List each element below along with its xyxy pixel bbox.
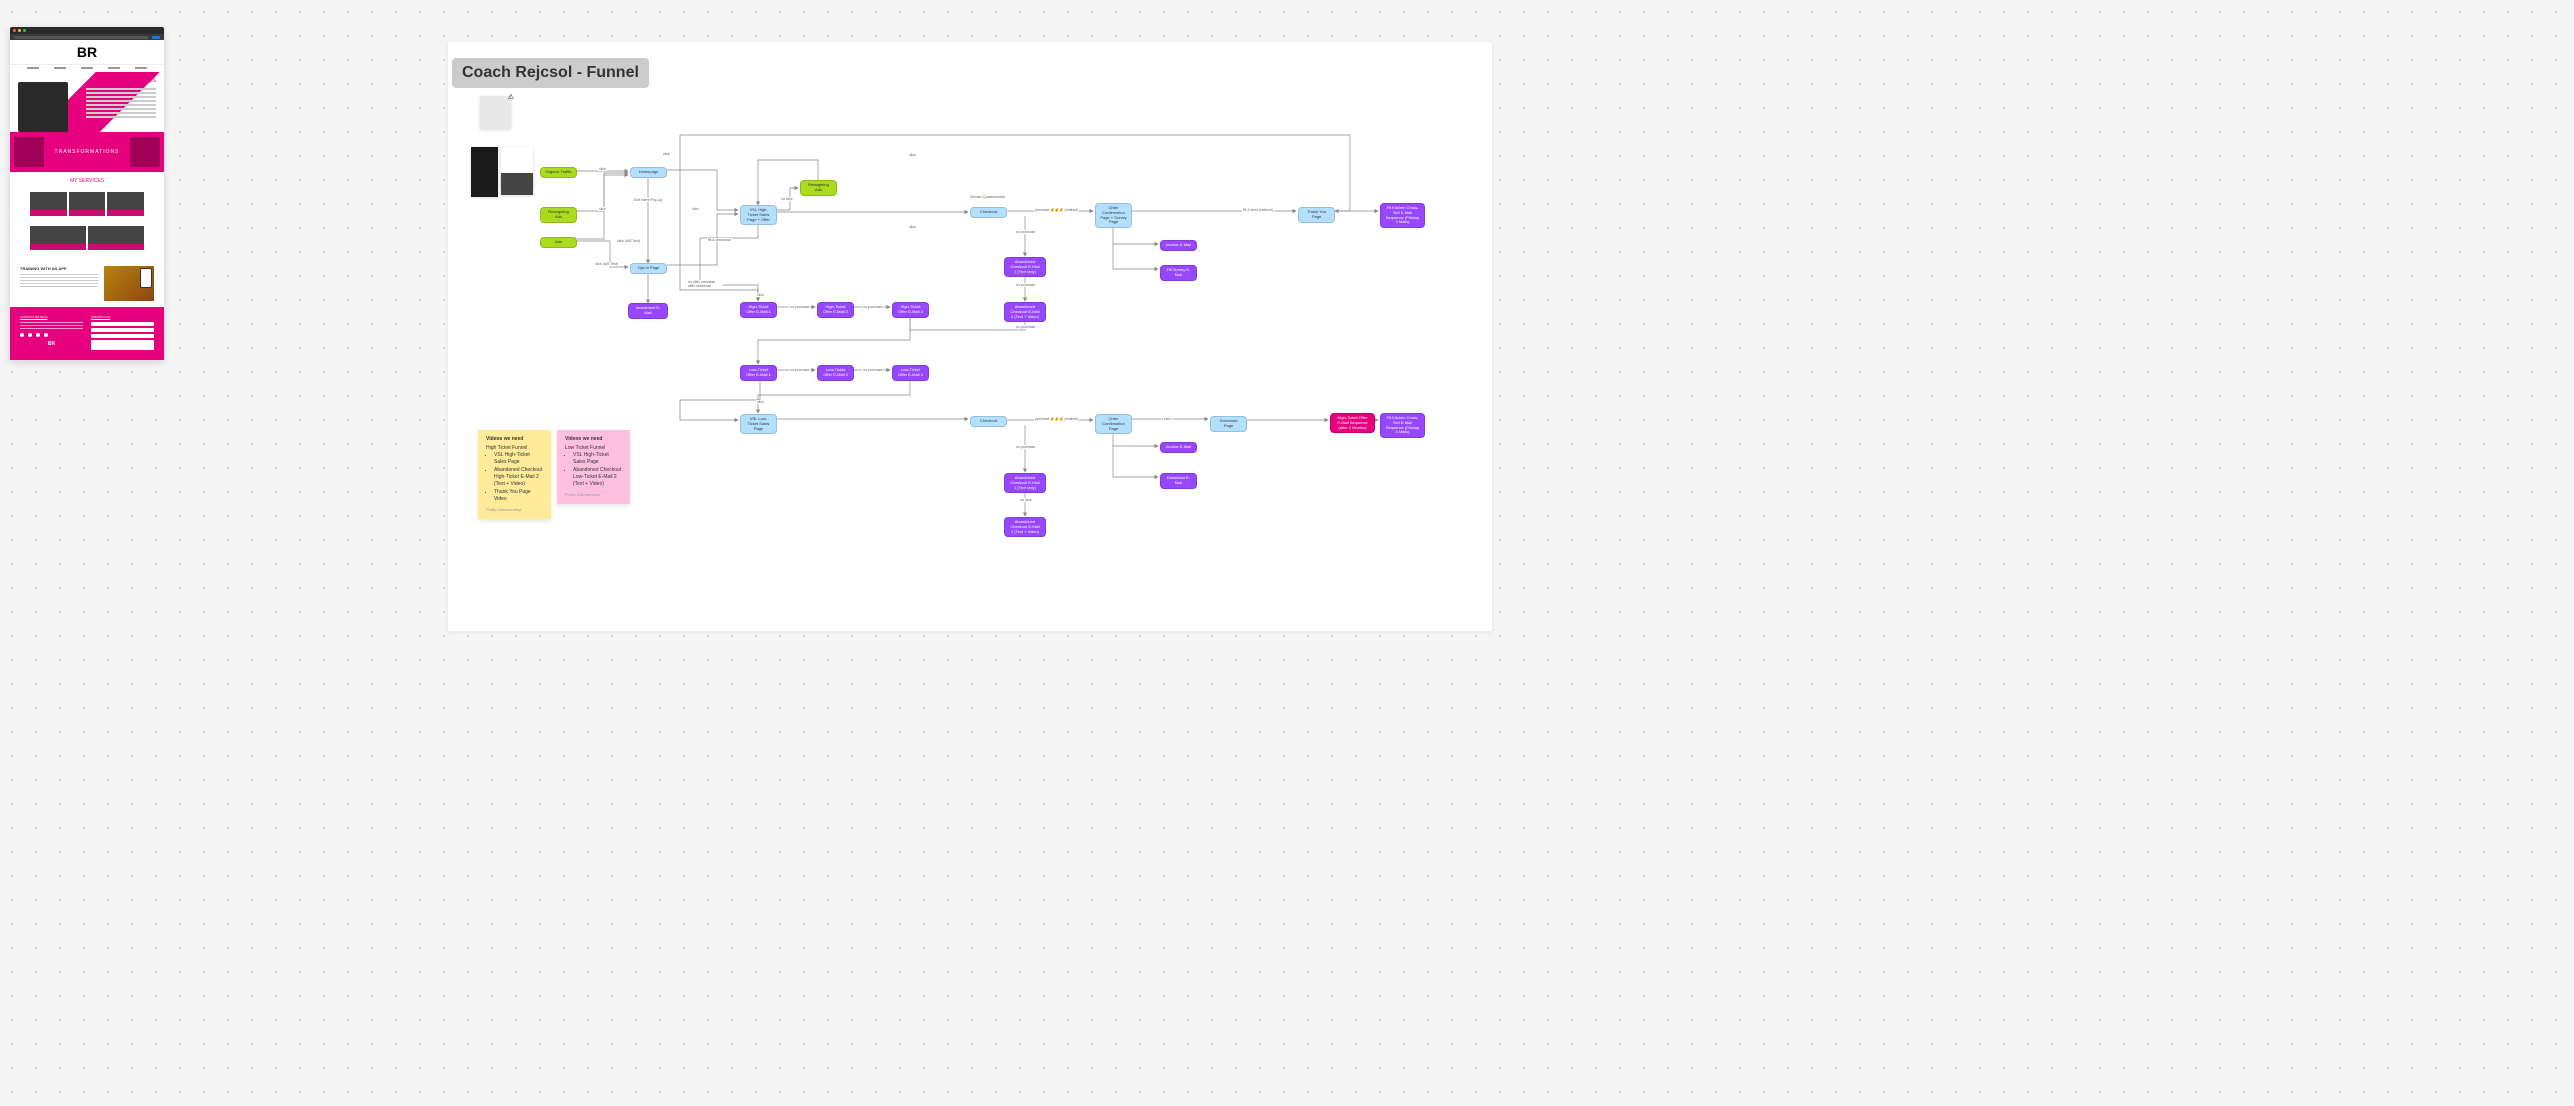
- node-ab_check3[interactable]: Abandoned Checkout E-Mail 1 (Text only): [1004, 473, 1046, 493]
- node-survey_mail[interactable]: Fill Survey E-Mail: [1160, 265, 1197, 281]
- node-checkout2[interactable]: Checkout: [970, 416, 1007, 427]
- edge-label: no purchase: [1015, 325, 1036, 329]
- node-low_mail3[interactable]: Low-Ticket Offer E-Mail 3: [892, 365, 929, 381]
- node-optin[interactable]: Opt-In Page: [630, 263, 667, 274]
- node-order_conf2[interactable]: Order Confirmation Page: [1095, 414, 1132, 434]
- node-high_mail3[interactable]: High-Ticket Offer E-Mail 3: [892, 302, 929, 318]
- edge-label: no purchase: [789, 305, 810, 309]
- sticky-list: VSL High-Ticket Sales Page Abandoned Che…: [486, 452, 543, 503]
- ref-thumb-2[interactable]: [471, 147, 498, 197]
- node-vsl_low[interactable]: VSL Low-Ticket Sales Page: [740, 414, 777, 434]
- node-retargeting_ads2[interactable]: Retargeting Ads: [800, 180, 837, 196]
- mockup-header: BR: [10, 40, 164, 64]
- sticky-author: Phillip Zakharevskyi: [565, 492, 622, 498]
- edge-label: click (A/B Test): [616, 239, 641, 243]
- node-ads[interactable]: Ads: [540, 237, 577, 248]
- sticky-subtitle: Low Ticket Funnel: [565, 445, 622, 452]
- edge-label: no purchase: [1015, 230, 1036, 234]
- node-organic_traffic[interactable]: Organic Traffic: [540, 167, 577, 178]
- mockup-app-section: TRAINING WITH AN APP: [10, 260, 164, 307]
- edge-label: click: [1163, 417, 1172, 421]
- node-retargeting_ads[interactable]: Retargeting Ads: [540, 207, 577, 223]
- edge-label: click: [908, 153, 917, 157]
- node-vsl_high[interactable]: VSL High-Ticket Sales Page + Offer: [740, 205, 777, 225]
- frame-title[interactable]: Coach Rejcsol - Funnel: [452, 58, 649, 88]
- mockup-services: MY SERVICES: [10, 172, 164, 260]
- edge-label: no purchase: [862, 368, 883, 372]
- edge-label: fill & send (redirect): [1242, 208, 1274, 212]
- ref-thumb-4[interactable]: [501, 173, 533, 195]
- node-low_mail1[interactable]: Low-Ticket Offer E-Mail 1: [740, 365, 777, 381]
- edge-label: click: [598, 207, 607, 211]
- sticky-yellow[interactable]: Videos we need High Ticket Funnel VSL Hi…: [478, 430, 551, 519]
- funnel-frame[interactable]: [448, 42, 1492, 631]
- sticky-author: Phillip Zakharevskyi: [486, 507, 543, 513]
- node-invoice2[interactable]: Invoice E-Mail: [1160, 442, 1197, 453]
- edge-label: no click: [780, 197, 794, 201]
- edge-label: click: [756, 400, 765, 404]
- node-investment_mail[interactable]: Investment E-Mail: [628, 303, 668, 319]
- sticky-title: Videos we need: [486, 436, 543, 443]
- browser-chrome: [10, 27, 164, 34]
- decision-label: Domain Questionnaire: [970, 195, 1005, 199]
- node-fit_kitchen2[interactable]: Fit Kitchen Cross-Sell E-Mail Sequence (…: [1380, 413, 1425, 438]
- mockup-banner-transformations: TRANSFORMATIONS: [10, 132, 164, 172]
- edge-label: Exit Intent Pop-Up: [633, 198, 663, 202]
- node-low_mail2[interactable]: Low-Ticket Offer E-Mail 2: [817, 365, 854, 381]
- sticky-title: Videos we need: [565, 436, 622, 443]
- node-thankyou[interactable]: Thank You Page: [1298, 207, 1335, 223]
- mockup-nav: [10, 64, 164, 72]
- sticky-list: VSL High-Ticket Sales Page Abandoned Che…: [565, 452, 622, 488]
- node-download[interactable]: Download Page: [1210, 416, 1247, 432]
- edge-label: purchase 💰💰💰 (redirect): [1034, 208, 1079, 212]
- edge-label: click: [662, 152, 671, 156]
- node-order_conf1[interactable]: Order Confirmation Page + Survey Page: [1095, 203, 1132, 228]
- node-homepage[interactable]: Homepage: [630, 167, 667, 178]
- edge-label: click: [756, 293, 765, 297]
- edge-label: click: [598, 167, 607, 171]
- node-fit_kitchen1[interactable]: Fit Kitchen Cross-Sell E-Mail Sequence (…: [1380, 203, 1425, 228]
- node-download_mail[interactable]: Download E-Mail: [1160, 473, 1197, 489]
- edge-label: click (A/B Test): [594, 262, 619, 266]
- mockup-footer: CONTACT DETAILS BR CONTACT US: [10, 307, 164, 360]
- node-high_mail1[interactable]: High-Ticket Offer E-Mail 1: [740, 302, 777, 318]
- edge-label: click: [908, 225, 917, 229]
- edge-label: no offer purchase after download: [687, 280, 723, 288]
- website-mockup[interactable]: BR Reka Balazs TRANSFORMATIONS MY SERVIC…: [10, 27, 164, 360]
- node-ab_check1[interactable]: Abandoned Checkout E-Mail 1 (Text only): [1004, 257, 1046, 277]
- node-high_seq[interactable]: High-Ticket Offer E-Mail Sequence (after…: [1330, 413, 1375, 433]
- node-high_mail2[interactable]: High-Ticket Offer E-Mail 2: [817, 302, 854, 318]
- edge-label: no purchase: [1015, 445, 1036, 449]
- edge-label: no purchase: [789, 368, 810, 372]
- node-ab_check2[interactable]: Abandoned Checkout E-Mail 2 (Text + Vide…: [1004, 302, 1046, 322]
- edge-label: fill & download: [707, 238, 732, 242]
- edge-label: no purchase: [1015, 283, 1036, 287]
- mockup-logo: BR: [77, 44, 97, 60]
- edge-label: click: [691, 207, 700, 211]
- ref-thumb-1[interactable]: [480, 96, 511, 129]
- sticky-subtitle: High Ticket Funnel: [486, 445, 543, 452]
- node-checkout1[interactable]: Checkout: [970, 207, 1007, 218]
- sticky-pink[interactable]: Videos we need Low Ticket Funnel VSL Hig…: [557, 430, 630, 504]
- hero-title: Reka Balazs: [122, 78, 156, 84]
- mockup-hero: Reka Balazs: [10, 72, 164, 132]
- edge-label: purchase 💰💰💰 (redirect): [1034, 417, 1079, 421]
- edge-label: no purchase: [862, 305, 883, 309]
- edge-label: no click: [1019, 498, 1033, 502]
- node-ab_check4[interactable]: Abandoned Checkout E-Mail 2 (Text + Vide…: [1004, 517, 1046, 537]
- node-invoice1[interactable]: Invoice E-Mail: [1160, 240, 1197, 251]
